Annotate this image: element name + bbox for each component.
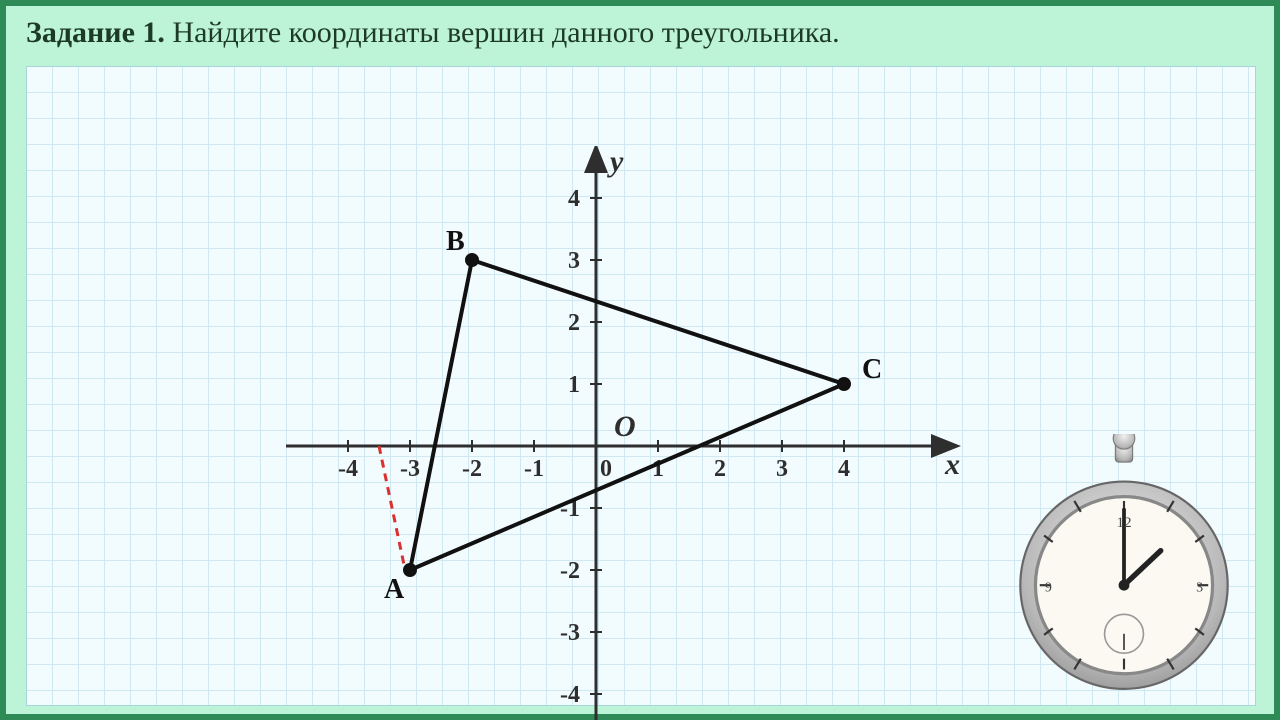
vertex-b <box>465 253 479 267</box>
svg-text:9: 9 <box>1045 580 1052 596</box>
svg-text:3: 3 <box>1196 580 1203 596</box>
task-title: Задание 1. Найдите координаты вершин дан… <box>26 16 840 50</box>
x-tick-label: -3 <box>400 456 420 482</box>
y-tick-label: -4 <box>560 682 580 708</box>
y-tick-label: 3 <box>568 248 580 274</box>
task-number: Задание 1. <box>26 16 165 49</box>
x-tick-label: 4 <box>838 456 850 482</box>
vertex-label-c: C <box>862 354 882 385</box>
vertex-a <box>403 563 417 577</box>
y-tick-label: 2 <box>568 310 580 336</box>
pocket-watch-icon: 12 3 9 <box>1014 434 1234 704</box>
vertex-label-b: B <box>446 226 465 257</box>
coordinate-plane: -4-3-2-101234-4-3-2-11234OxyABC <box>286 146 1006 720</box>
outer-frame: Задание 1. Найдите координаты вершин дан… <box>0 0 1280 720</box>
x-tick-label: -2 <box>462 456 482 482</box>
x-axis-label: x <box>944 448 960 481</box>
y-tick-label: -2 <box>560 558 580 584</box>
y-tick-label: -3 <box>560 620 580 646</box>
y-axis-label: y <box>607 146 624 178</box>
vertex-c <box>837 377 851 391</box>
x-tick-label: 0 <box>600 456 612 482</box>
x-tick-label: -1 <box>524 456 544 482</box>
x-tick-label: 3 <box>776 456 788 482</box>
x-tick-label: -4 <box>338 456 358 482</box>
y-tick-label: 4 <box>568 186 580 212</box>
vertex-label-a: A <box>384 574 405 605</box>
task-text: Найдите координаты вершин данного треуго… <box>165 16 840 49</box>
origin-label: O <box>614 410 636 443</box>
svg-text:12: 12 <box>1116 515 1131 531</box>
x-tick-label: 2 <box>714 456 726 482</box>
y-tick-label: 1 <box>568 372 580 398</box>
